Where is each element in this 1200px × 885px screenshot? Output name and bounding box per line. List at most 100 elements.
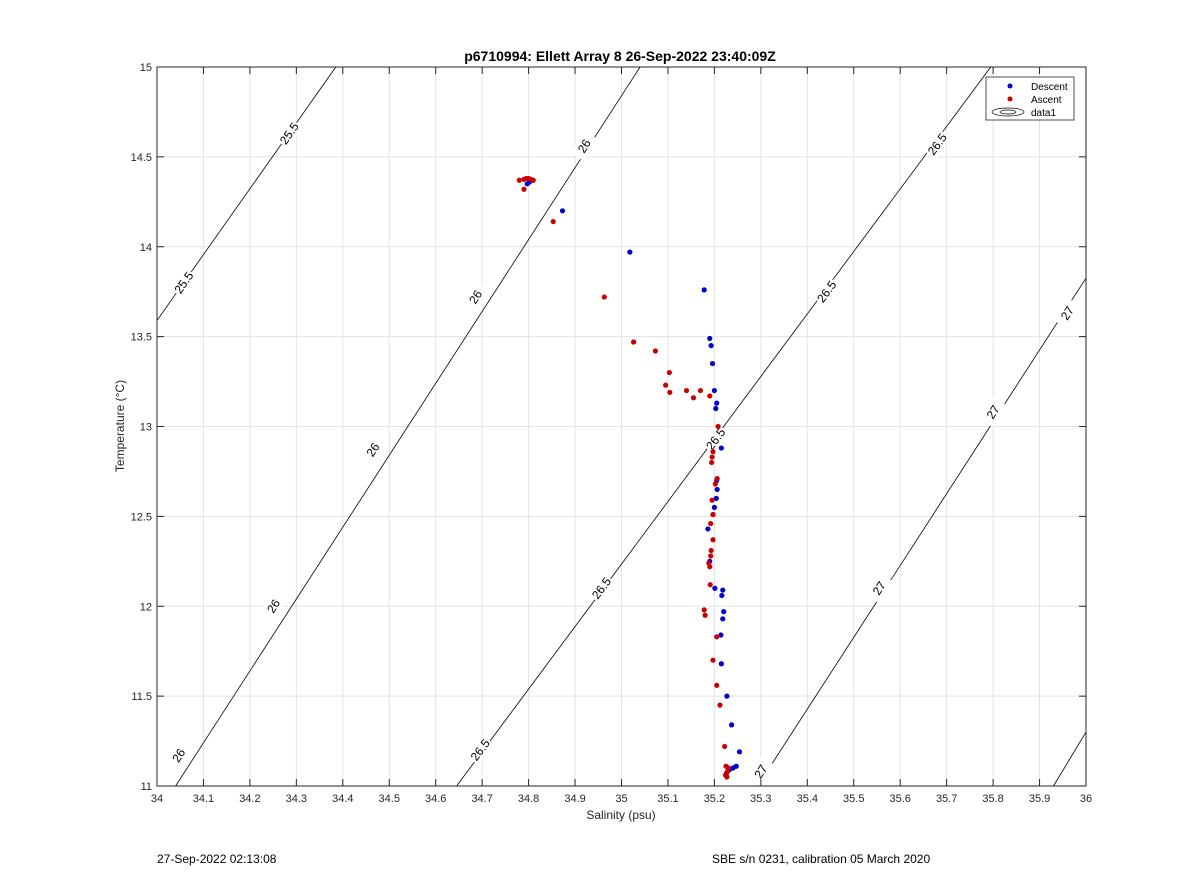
ascent-point (701, 607, 707, 613)
descent-point (718, 661, 724, 667)
x-tick-label: 35.2 (704, 793, 725, 805)
ascent-point (550, 218, 556, 225)
ascent-point (709, 459, 715, 466)
contour-label-bg (979, 396, 1007, 428)
x-tick-label: 36 (1080, 793, 1092, 805)
x-axis: 34 34.1 34.2 34.3 34.4 34.5 34.6 34.7 34.8 34.9 35… (151, 67, 1092, 805)
ascent-point (666, 369, 672, 376)
descent-point (707, 335, 713, 342)
ascent-point (697, 387, 704, 394)
x-tick-label: 34 (151, 793, 163, 805)
ascent-point (707, 393, 713, 399)
footer-timestamp: 27-Sep-2022 02:13:08 (157, 852, 277, 866)
ascent-point (667, 389, 673, 395)
descent-point (701, 287, 707, 293)
descent-point (627, 249, 633, 255)
x-tick-label: 35.7 (936, 793, 957, 805)
contour-label-bg (747, 756, 775, 787)
legend-marker-descent (1007, 83, 1013, 89)
legend-label-descent: Descent (1031, 82, 1068, 93)
y-tick-label: 13 (140, 422, 152, 434)
descent-point (713, 405, 719, 412)
y-tick-label: 11.5 (131, 691, 152, 703)
ascent-point (710, 537, 716, 543)
legend-marker-ascent (1007, 96, 1013, 102)
x-tick-label: 35 (615, 793, 627, 805)
ascent-point (717, 702, 723, 708)
ascent-point (710, 449, 716, 455)
x-tick-label: 35.3 (750, 793, 771, 805)
ascent-point (710, 511, 716, 518)
ascent-point (708, 553, 714, 559)
x-tick-label: 35.6 (889, 793, 910, 805)
legend-label-data1: data1 (1031, 108, 1056, 119)
y-axis-label: Temperature (°C) (113, 380, 127, 472)
descent-point (711, 504, 718, 510)
x-tick-label: 34.3 (286, 793, 307, 805)
descent-point (728, 722, 735, 728)
contour-label-bg (587, 573, 616, 604)
y-tick-label: 12.5 (131, 511, 152, 523)
y-tick-label: 11 (141, 781, 152, 793)
chart-title: p6710994: Ellett Array 8 26-Sep-2022 23:… (464, 48, 776, 64)
density-contour: 25.525.5 (156, 66, 337, 321)
contour-label-bg (275, 118, 304, 149)
x-tick-label: 34.4 (332, 793, 353, 805)
density-contour (1053, 731, 1087, 787)
ascent-point (530, 177, 536, 183)
x-tick-label: 34.8 (518, 793, 539, 805)
ascent-point (652, 348, 659, 354)
contour-label-bg (461, 281, 490, 313)
contour-label-bg (466, 734, 495, 766)
x-tick-label: 35.1 (657, 793, 678, 805)
ascent-point (714, 682, 720, 688)
legend-contour-icon (991, 107, 1025, 117)
ascent-point (690, 395, 697, 401)
contour-line (1053, 731, 1087, 787)
ascent-point (707, 564, 713, 570)
descent-point (719, 592, 725, 599)
descent-point (718, 445, 724, 451)
x-axis-label: Salinity (psu) (586, 808, 655, 822)
ascent-point (709, 497, 715, 503)
contour-label-bg (359, 434, 387, 466)
x-tick-label: 34.9 (564, 793, 585, 805)
x-tick-label: 34.6 (425, 793, 446, 805)
density-contours: 25.525.5262626262626.526.526.526.526.527… (156, 66, 1087, 787)
descent-point (524, 181, 530, 187)
descent-point (709, 360, 716, 367)
ascent-point (707, 582, 713, 588)
contour-label-bg (570, 130, 599, 162)
descent-point (721, 609, 727, 615)
descent-point (559, 208, 566, 214)
contour-label-bg (812, 276, 841, 307)
contour-line (757, 277, 1087, 787)
ascent-point (712, 481, 718, 487)
ascent-point (714, 476, 720, 482)
descent-point (705, 526, 711, 532)
descent-point (712, 585, 718, 591)
y-axis: 11 11.5 12 12.5 13 13.5 14 14.5 15 (131, 62, 1086, 793)
descent-point (714, 400, 720, 406)
x-tick-label: 35.8 (982, 793, 1003, 805)
ascent-point (683, 387, 690, 394)
x-tick-label: 35.4 (797, 793, 818, 805)
ascent-point (715, 423, 721, 430)
y-tick-label: 12 (140, 601, 152, 613)
legend-label-ascent: Ascent (1031, 95, 1062, 106)
contour-line (175, 66, 641, 787)
ascent-point (523, 175, 529, 182)
data-points (516, 175, 743, 780)
contour-label-bg (1053, 297, 1082, 329)
ascent-point (708, 520, 714, 527)
descent-point (736, 749, 743, 755)
contour-label-bg (165, 740, 193, 771)
ascent-point (724, 774, 730, 780)
x-tick-label: 34.5 (379, 793, 400, 805)
x-tick-label: 35.9 (1029, 793, 1050, 805)
y-tick-label: 14.5 (131, 152, 152, 164)
x-tick-label: 35.5 (843, 793, 864, 805)
contour-label-bg (701, 423, 730, 455)
series-descent (524, 179, 743, 777)
